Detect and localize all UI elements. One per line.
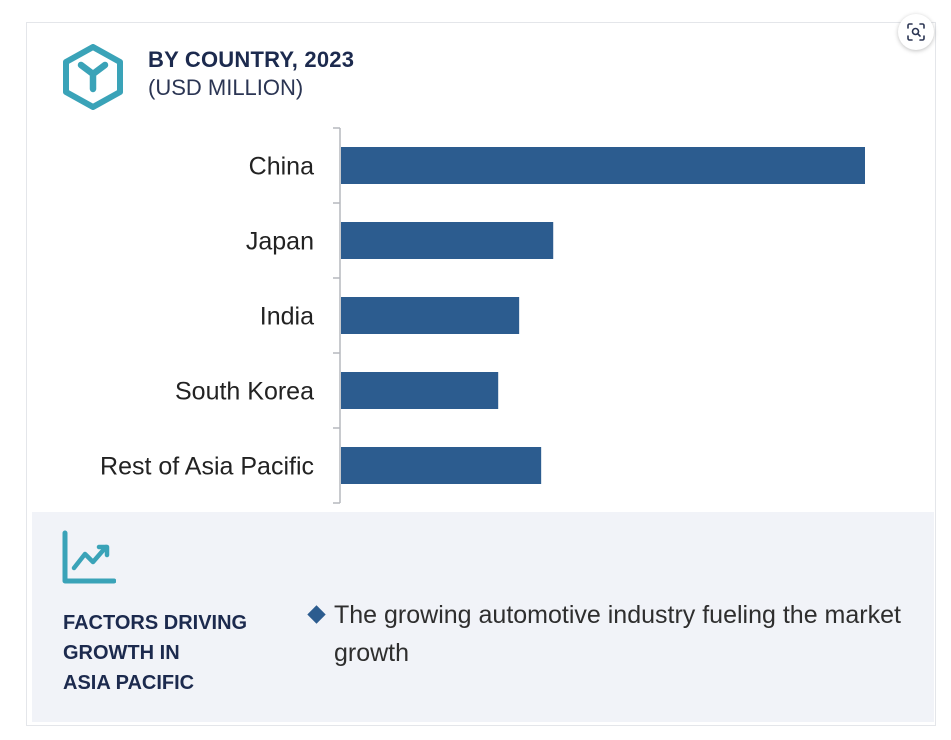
factors-title-line: FACTORS DRIVING <box>63 612 248 634</box>
bar <box>341 222 554 259</box>
category-label: Rest of Asia Pacific <box>100 453 314 481</box>
factor-list: The growing automotive industry fueling … <box>306 596 906 672</box>
diamond-bullet-icon <box>307 605 326 624</box>
factors-title-line: ASIA PACIFIC <box>63 672 195 694</box>
cube-y-logo-icon <box>63 44 123 110</box>
chart-title: BY COUNTRY, 2023 <box>148 47 355 72</box>
category-label: India <box>260 303 314 331</box>
bar <box>341 447 542 484</box>
bar <box>341 147 865 184</box>
category-label: China <box>249 153 314 181</box>
image-search-button[interactable] <box>898 14 934 50</box>
bar <box>341 297 520 334</box>
image-search-icon <box>907 23 925 41</box>
chart-header: BY COUNTRY, 2023 (USD MILLION) <box>148 46 354 102</box>
category-label: South Korea <box>175 378 314 406</box>
factors-title-line: GROWTH IN <box>63 642 180 664</box>
factors-panel: FACTORS DRIVING GROWTH IN ASIA PACIFIC T… <box>32 512 934 722</box>
factor-text: The growing automotive industry fueling … <box>334 601 901 667</box>
bar <box>341 372 499 409</box>
bar-chart: China Japan India South Korea Rest of Asia P… <box>100 127 865 504</box>
factor-item: The growing automotive industry fueling … <box>306 596 906 672</box>
chart-subtitle: (USD MILLION) <box>148 75 304 100</box>
factors-title: FACTORS DRIVING GROWTH IN ASIA PACIFIC <box>63 608 293 698</box>
trend-line-icon <box>62 530 116 584</box>
category-label: Japan <box>246 228 314 256</box>
